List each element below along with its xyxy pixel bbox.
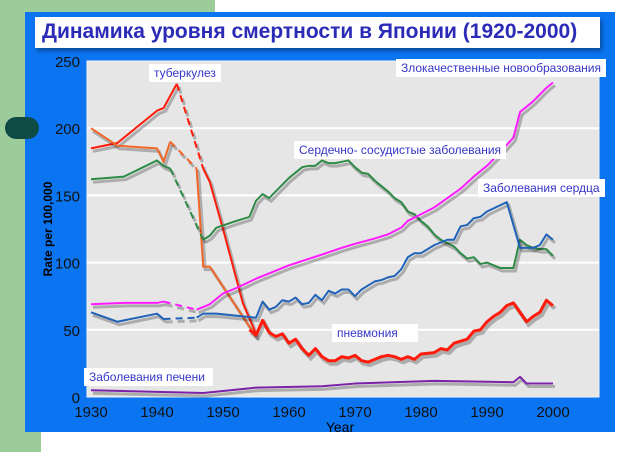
label-cancer: Злокачественные новообразования	[396, 59, 606, 77]
series-pneumonia-early	[90, 127, 260, 341]
series-line-shadow	[92, 161, 173, 184]
x-tick-label: 2000	[536, 404, 569, 421]
series-line	[196, 81, 554, 311]
x-tick-label: 1980	[404, 404, 437, 421]
y-tick-label: 0	[72, 390, 80, 407]
y-tick-label: 150	[55, 188, 80, 205]
series-line	[90, 159, 171, 181]
label-tuberculosis: туберкулез	[149, 64, 221, 82]
series-line	[90, 375, 553, 394]
series-line-shadow	[204, 161, 557, 273]
series-line	[169, 140, 198, 170]
label-heart-disease: Заболевания сердца	[478, 179, 605, 197]
series-line-shadow	[165, 303, 199, 315]
chart-title: Динамика уровня смертности в Японии (192…	[42, 20, 578, 43]
y-tick-label: 250	[55, 54, 80, 71]
x-axis-label: Year	[326, 419, 355, 435]
series-line-shadow	[197, 203, 556, 323]
series-злокачественные-новообразования	[90, 81, 556, 315]
series-line-shadow	[92, 303, 166, 309]
series-line-shadow	[165, 319, 199, 324]
series-line	[90, 300, 164, 306]
series-line-shadow	[92, 313, 167, 327]
x-tick-label: 1970	[338, 404, 371, 421]
series-line	[202, 159, 554, 269]
series-line	[175, 83, 205, 169]
series-line	[90, 311, 165, 323]
title-box: Динамика уровня смертности в Японии (192…	[35, 17, 600, 48]
x-tick-label: 1950	[206, 404, 239, 421]
y-tick-label: 200	[55, 121, 80, 138]
series-заболевания-сердца	[90, 201, 556, 327]
x-tick-label: 1940	[140, 404, 173, 421]
x-tick-label: 1960	[272, 404, 305, 421]
series-line	[90, 127, 172, 163]
series-line	[169, 168, 205, 241]
series-line	[163, 300, 197, 311]
x-tick-label: 1990	[470, 404, 503, 421]
series-line	[202, 168, 257, 335]
label-cardiovascular: Сердечно- сосудистые заболевания	[294, 141, 507, 159]
series-line-shadow	[198, 84, 556, 315]
series-line-shadow	[171, 143, 200, 173]
series-line	[90, 83, 178, 150]
label-pneumonia: пневмония	[332, 324, 418, 342]
series-line	[163, 316, 197, 321]
series-заболевания-печени	[90, 375, 555, 398]
series-line-shadow	[92, 86, 181, 153]
series-сердечно--сосудистые-заболевания	[90, 159, 557, 273]
series-пневмония	[248, 298, 557, 368]
label-liver-disease: Заболевания печени	[84, 368, 213, 386]
x-tick-label: 1930	[74, 404, 107, 421]
series-line	[248, 298, 554, 364]
slide-bullet	[5, 117, 39, 139]
y-axis-label: Rate per 100,000	[41, 181, 55, 276]
series-line	[195, 168, 257, 338]
series-line	[196, 201, 554, 319]
y-tick-label: 100	[55, 256, 80, 273]
y-tick-label: 50	[63, 323, 80, 340]
series-line-shadow	[177, 86, 207, 172]
